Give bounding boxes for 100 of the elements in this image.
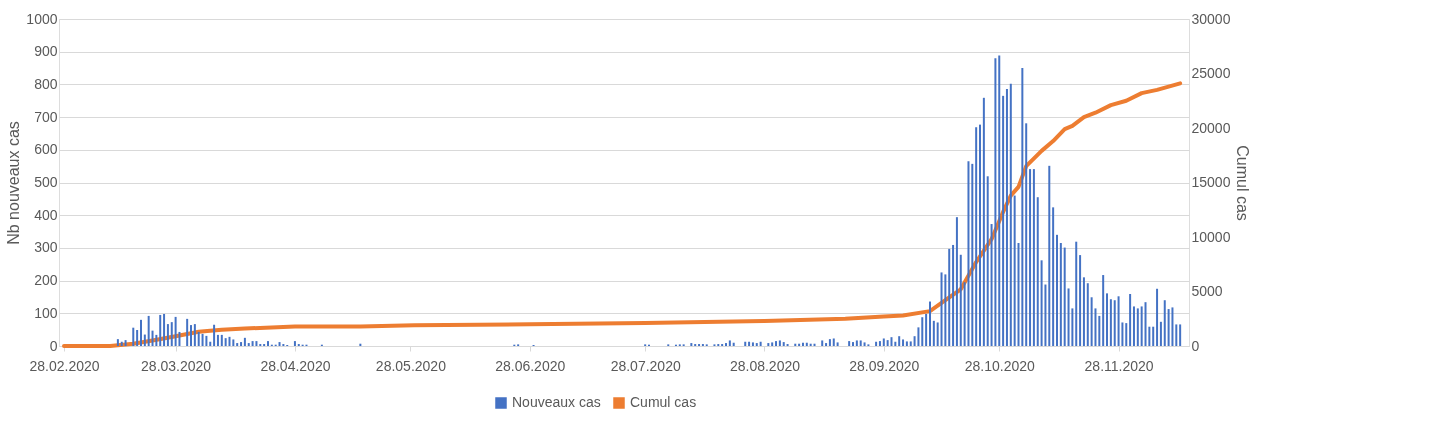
bar	[944, 274, 947, 346]
bar	[909, 341, 912, 346]
bar	[1059, 243, 1062, 346]
bar	[959, 254, 962, 346]
bar	[1179, 324, 1182, 346]
bar	[1032, 169, 1035, 346]
bar	[890, 337, 893, 346]
bar	[1025, 123, 1028, 346]
bar	[243, 337, 246, 346]
bar	[1106, 293, 1109, 346]
x-tick-label: 28.10.2020	[964, 357, 1035, 374]
bar	[1055, 234, 1058, 346]
bar	[136, 329, 139, 346]
bar	[255, 341, 258, 346]
bar	[855, 340, 858, 346]
bar	[1117, 296, 1120, 346]
bar	[116, 339, 119, 346]
bar	[921, 317, 924, 346]
bar	[224, 338, 227, 346]
bar	[205, 335, 208, 346]
bar	[1013, 195, 1016, 346]
bar	[1109, 299, 1112, 346]
bar	[232, 339, 235, 346]
bar	[932, 320, 935, 346]
bar	[967, 161, 970, 346]
bar	[1175, 324, 1178, 346]
bar	[728, 340, 731, 346]
y-tick-label: 1000	[26, 10, 58, 27]
bar	[1167, 309, 1170, 346]
bar	[1048, 165, 1051, 346]
bar	[213, 324, 216, 346]
bar	[928, 301, 931, 346]
y-tick-label: 700	[34, 108, 58, 125]
y-tick-label: 300	[34, 239, 58, 256]
y2-tick-label: 30000	[1191, 10, 1231, 27]
bar	[936, 322, 939, 346]
bar	[1009, 83, 1012, 346]
bar	[886, 340, 889, 346]
bar	[1063, 247, 1066, 346]
y-tick-label: 500	[34, 174, 58, 190]
legend-label: Cumul cas	[630, 394, 697, 410]
bar	[1036, 197, 1039, 346]
bar	[151, 330, 154, 346]
bar	[1002, 95, 1005, 346]
bar	[1005, 88, 1008, 346]
bar	[782, 342, 785, 346]
bar	[247, 343, 250, 346]
bar	[228, 336, 231, 346]
bar	[863, 342, 866, 346]
bar	[1086, 283, 1089, 346]
bar	[197, 331, 200, 346]
bar	[201, 333, 204, 346]
bar	[771, 342, 774, 346]
y2-tick-label: 10000	[1191, 228, 1231, 245]
bar	[240, 342, 243, 346]
bar	[852, 342, 854, 346]
bar	[1052, 207, 1055, 346]
y-tick-label: 400	[34, 206, 58, 223]
bar	[1156, 288, 1159, 346]
bar	[193, 324, 196, 346]
bar	[1113, 300, 1116, 346]
line-series	[62, 81, 1183, 348]
bar	[902, 339, 905, 346]
bar	[955, 217, 958, 346]
bar	[905, 341, 908, 346]
bar	[975, 127, 978, 346]
bar	[186, 318, 189, 346]
bar	[1075, 241, 1078, 346]
bar	[755, 343, 758, 346]
y-axis-title: Nb nouveaux cas	[5, 121, 23, 245]
bar	[1040, 260, 1043, 346]
bar	[278, 342, 281, 346]
y2-tick-label: 25000	[1191, 65, 1231, 81]
bar	[940, 272, 943, 346]
bar	[1129, 294, 1132, 346]
bar	[986, 176, 989, 346]
bar	[1136, 308, 1139, 346]
bar	[690, 343, 693, 346]
bar	[159, 314, 162, 346]
y2-tick-label: 5000	[1191, 283, 1223, 299]
x-tick-label: 28.09.2020	[849, 357, 920, 374]
bar	[1090, 297, 1093, 346]
y-tick-label: 800	[34, 75, 58, 92]
bar	[1079, 255, 1082, 346]
bar	[948, 248, 951, 346]
bar	[1098, 315, 1101, 346]
bar	[1144, 302, 1147, 346]
bar	[848, 341, 851, 346]
bar	[220, 334, 223, 346]
bar	[1163, 300, 1166, 346]
legend-label: Nouveaux cas	[512, 394, 601, 410]
bar	[1159, 321, 1162, 346]
bar	[251, 341, 254, 346]
x-tick-label: 28.02.2020	[29, 357, 100, 374]
bar	[1132, 306, 1135, 346]
bar	[998, 55, 1001, 346]
x-tick-label: 28.11.2020	[1084, 357, 1154, 374]
bar	[124, 340, 127, 346]
y-tick-label: 0	[49, 337, 58, 354]
x-tick-label: 28.06.2020	[495, 357, 566, 374]
